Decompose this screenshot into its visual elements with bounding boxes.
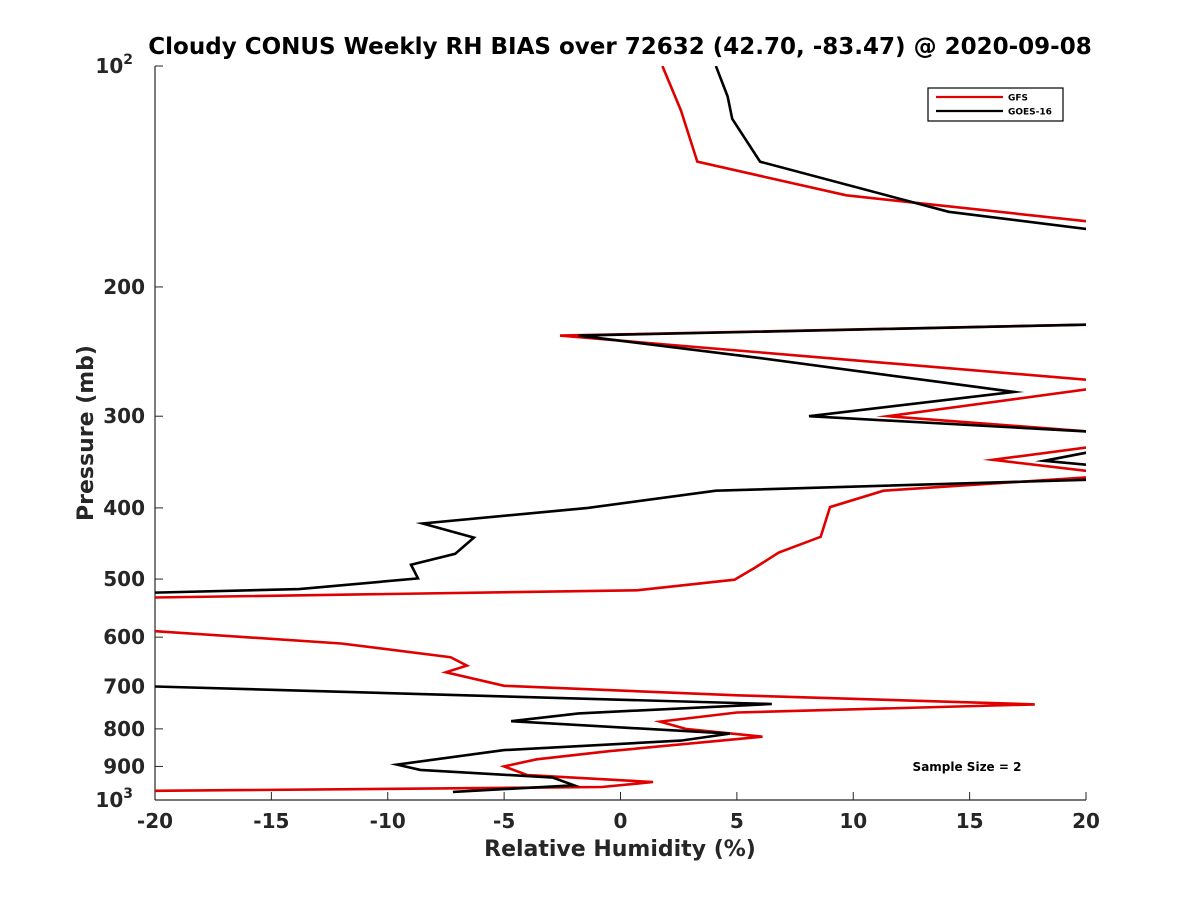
y-tick-label: 500 [103, 567, 145, 591]
y-tick-label: 103 [95, 786, 133, 812]
x-tick-label: 10 [839, 809, 867, 833]
y-tick-exponent: 2 [123, 52, 133, 68]
y-tick-label: 900 [103, 754, 145, 778]
y-tick-base: 10 [95, 54, 123, 78]
x-axis-label: Relative Humidity (%) [484, 837, 756, 862]
y-tick-exponent: 3 [123, 786, 133, 802]
series-lines [155, 66, 1086, 794]
x-tick-label: -10 [370, 809, 406, 833]
x-tick-label: -5 [493, 809, 515, 833]
legend: GFS GOES-16 [927, 87, 1064, 122]
y-axis-label: Pressure (mb) [74, 345, 99, 521]
y-tick-label: 102 [95, 52, 133, 78]
y-tick-label: 700 [103, 674, 145, 698]
y-tick-label: 300 [103, 404, 145, 428]
series-line-goes-16 [155, 66, 1086, 794]
y-tick-label: 200 [103, 275, 145, 299]
y-tick-base: 10 [95, 788, 123, 812]
x-tick-label: 0 [614, 809, 628, 833]
chart-title: Cloudy CONUS Weekly RH BIAS over 72632 (… [148, 34, 1091, 60]
legend-label-gfs: GFS [1008, 94, 1028, 104]
legend-label-goes-16: GOES-16 [1008, 108, 1052, 118]
x-tick-label: 20 [1072, 809, 1100, 833]
x-tick-label: -20 [137, 809, 173, 833]
plot-area: -20 -15 -10 -5 0 5 10 15 20102200300400500600700… [95, 52, 1100, 833]
x-tick-label: 5 [730, 809, 744, 833]
legend-box [927, 87, 1064, 122]
x-tick-label: -15 [253, 809, 289, 833]
x-tick-label: 15 [956, 809, 984, 833]
y-tick-label: 600 [103, 625, 145, 649]
y-tick-label: 400 [103, 496, 145, 520]
y-tick-label: 800 [103, 717, 145, 741]
series-line-gfs [155, 66, 1086, 793]
sample-size-annotation: Sample Size = 2 [913, 760, 1022, 774]
